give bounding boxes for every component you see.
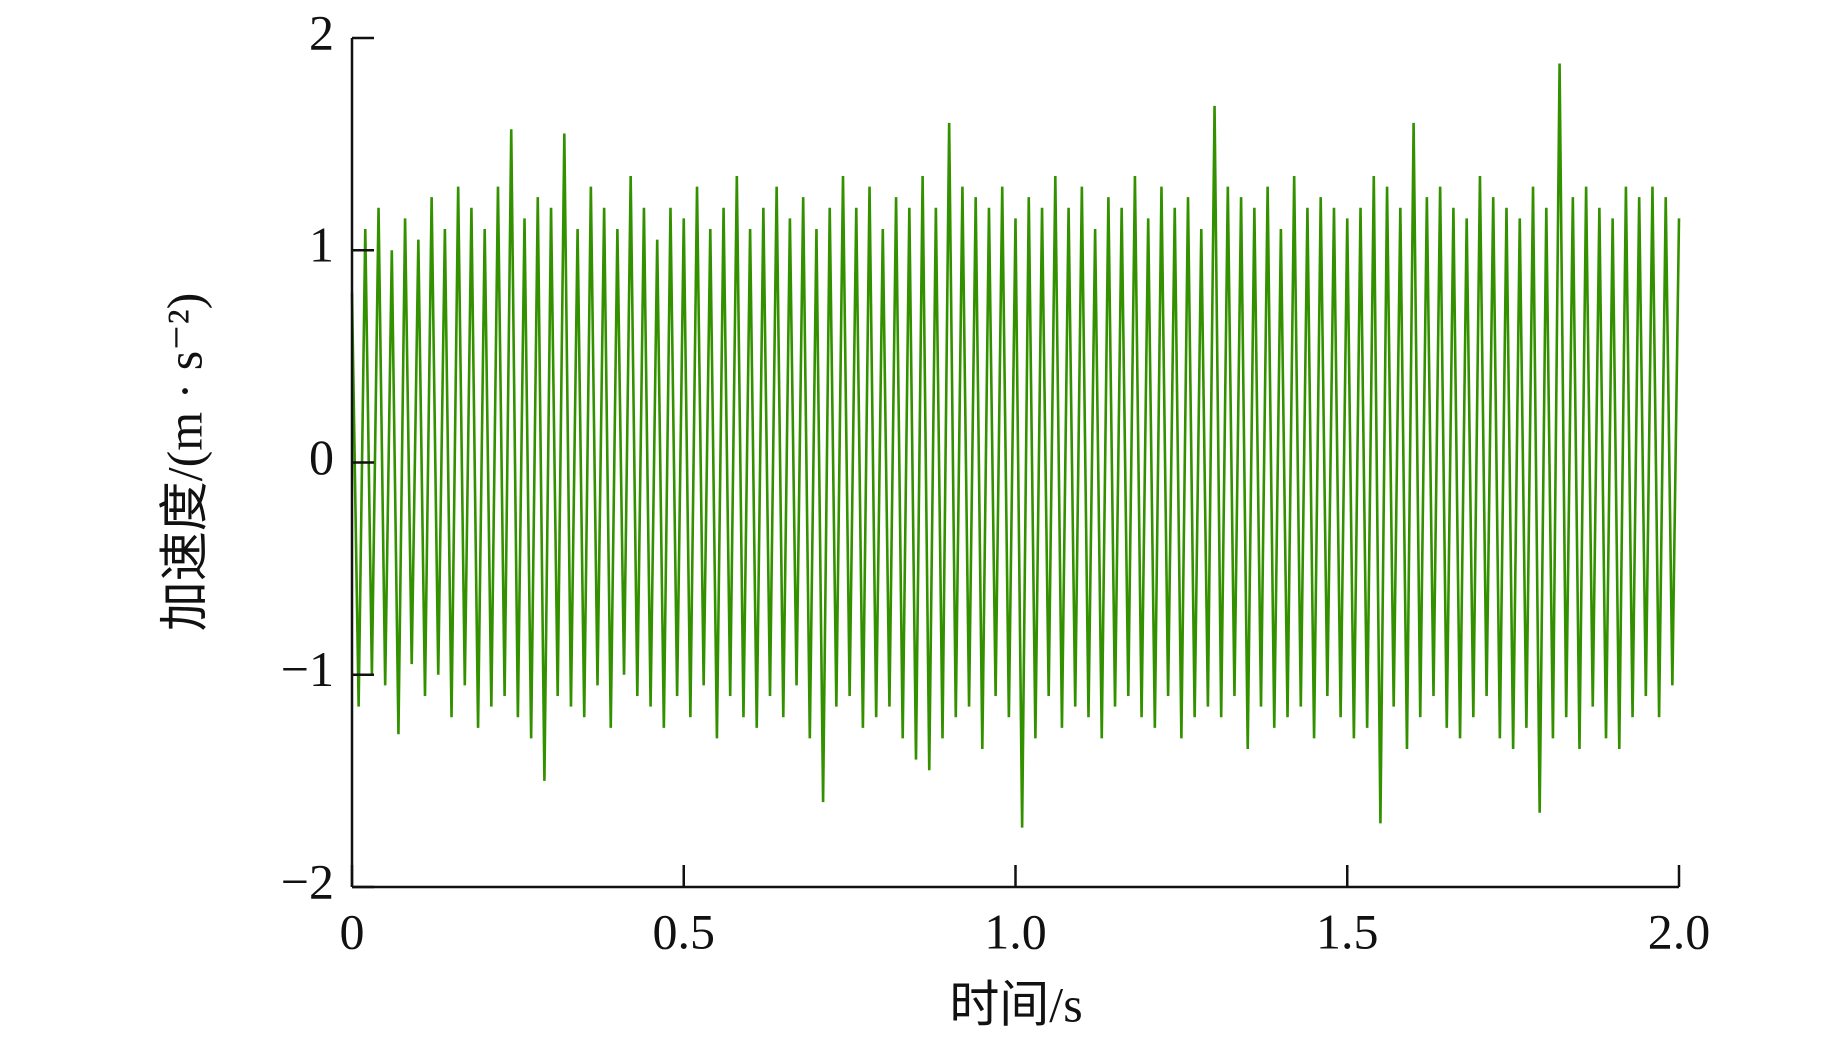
signal-line (350, 63, 1681, 828)
x-axis-label: 时间/s (949, 976, 1082, 1032)
x-tick-label: 1.5 (1316, 903, 1379, 959)
x-tick-label: 0 (340, 903, 365, 959)
x-tick-label: 1.0 (984, 903, 1047, 959)
y-tick-label: −2 (281, 853, 334, 909)
y-tick-label: 0 (309, 429, 334, 485)
y-tick-label: −1 (281, 641, 334, 697)
y-tick-label: 2 (309, 4, 334, 60)
x-tick-label: 0.5 (653, 903, 716, 959)
x-tick-label: 2.0 (1648, 903, 1711, 959)
y-axis-label: 加速度/(m · s⁻²) (156, 293, 212, 632)
y-tick-label: 1 (309, 217, 334, 273)
